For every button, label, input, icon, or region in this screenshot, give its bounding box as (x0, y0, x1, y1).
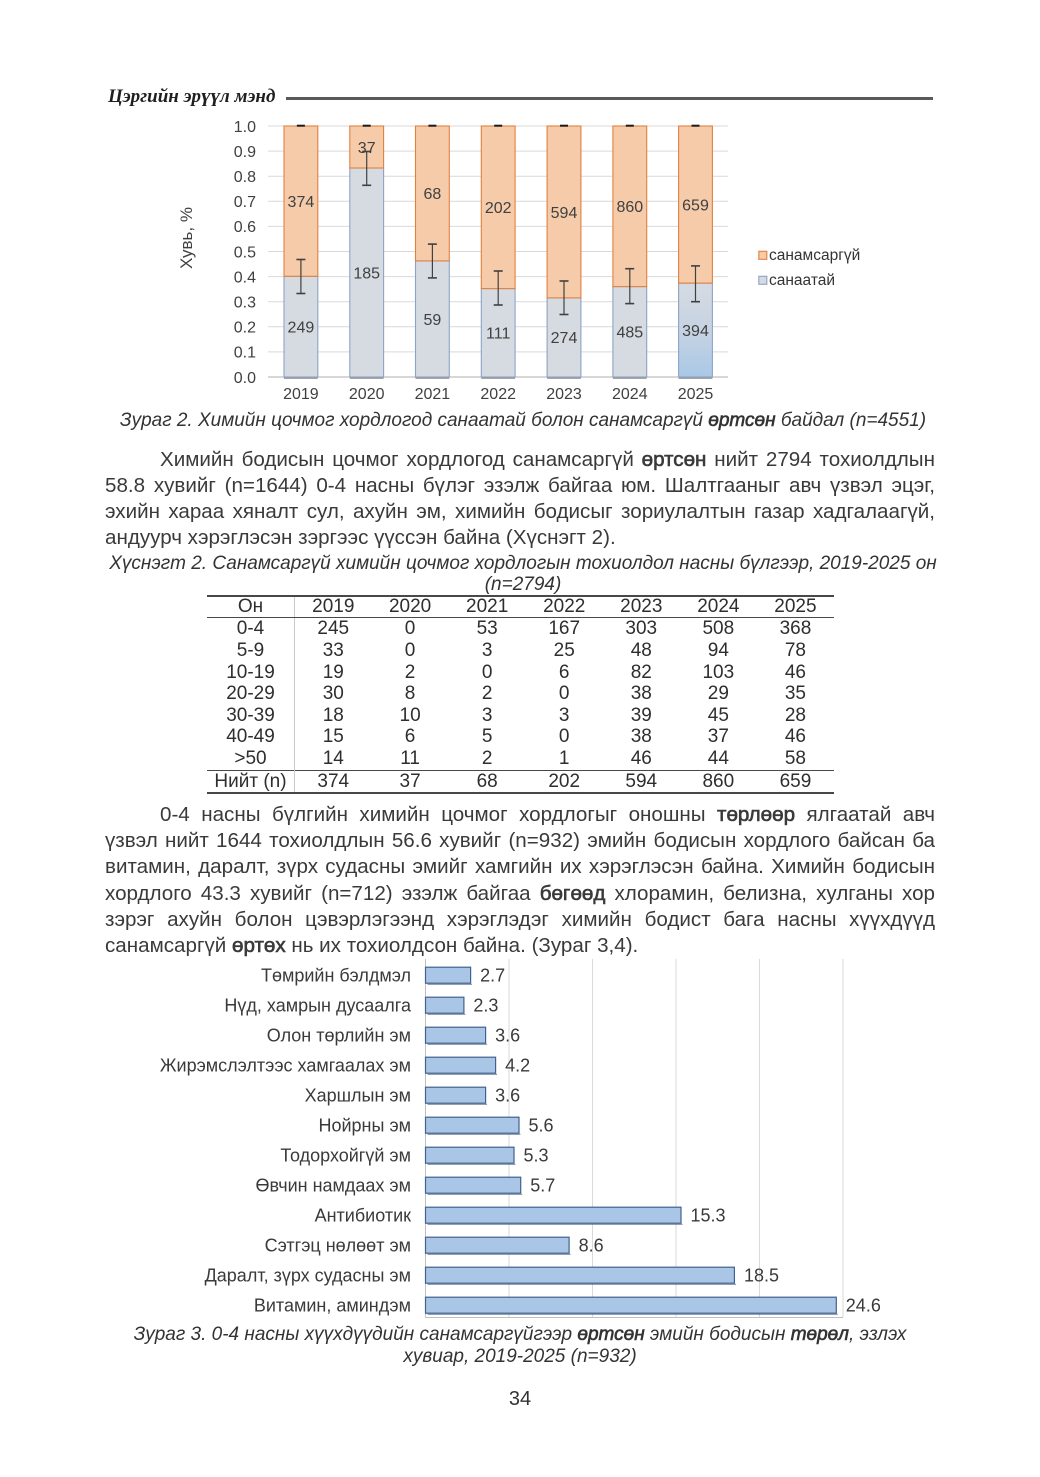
svg-text:2025: 2025 (678, 386, 714, 403)
svg-text:394: 394 (682, 323, 709, 340)
svg-text:185: 185 (353, 265, 380, 282)
svg-text:Антибиотик: Антибиотик (315, 1205, 412, 1225)
svg-text:0.7: 0.7 (234, 194, 256, 211)
svg-text:Харшлын эм: Харшлын эм (305, 1085, 411, 1105)
svg-text:18.5: 18.5 (744, 1265, 779, 1285)
svg-text:2020: 2020 (349, 386, 385, 403)
svg-text:2024: 2024 (612, 386, 648, 403)
svg-text:0.5: 0.5 (234, 244, 256, 261)
svg-text:0.4: 0.4 (234, 269, 256, 286)
svg-text:59: 59 (424, 312, 442, 329)
svg-text:3.6: 3.6 (495, 1025, 520, 1045)
svg-text:Төмрийн бэлдмэл: Төмрийн бэлдмэл (261, 965, 411, 985)
svg-text:0.0: 0.0 (234, 370, 256, 387)
svg-text:Өвчин намдаах эм: Өвчин намдаах эм (255, 1175, 411, 1195)
svg-text:4.2: 4.2 (505, 1055, 530, 1075)
svg-text:2.3: 2.3 (473, 995, 498, 1015)
svg-text:санаатай: санаатай (769, 272, 835, 289)
svg-text:Жирэмслэлтээс хамгаалах эм: Жирэмслэлтээс хамгаалах эм (160, 1055, 411, 1075)
svg-text:37: 37 (358, 140, 376, 157)
svg-text:Витамин, аминдэм: Витамин, аминдэм (254, 1295, 411, 1315)
svg-text:594: 594 (551, 205, 578, 222)
svg-text:2023: 2023 (546, 386, 582, 403)
svg-text:0.1: 0.1 (234, 345, 256, 362)
svg-text:485: 485 (616, 325, 643, 342)
svg-text:Даралт, зүрх судасны эм: Даралт, зүрх судасны эм (205, 1265, 411, 1285)
svg-text:Сэтгэц нөлөөт эм: Сэтгэц нөлөөт эм (265, 1235, 411, 1255)
svg-text:202: 202 (485, 200, 512, 217)
svg-text:0.8: 0.8 (234, 169, 256, 186)
svg-text:Тодорхойгүй эм: Тодорхойгүй эм (280, 1145, 411, 1165)
svg-text:3.6: 3.6 (495, 1085, 520, 1105)
svg-text:68: 68 (424, 186, 442, 203)
svg-text:111: 111 (486, 326, 510, 343)
svg-text:Нойрны эм: Нойрны эм (318, 1115, 411, 1135)
svg-text:659: 659 (682, 197, 709, 214)
svg-text:2.7: 2.7 (480, 965, 505, 985)
svg-text:5.7: 5.7 (530, 1175, 555, 1195)
svg-text:Хувь, %: Хувь, % (177, 207, 196, 269)
svg-text:860: 860 (616, 199, 643, 216)
svg-text:1.0: 1.0 (234, 119, 256, 136)
svg-text:Олон төрлийн эм: Олон төрлийн эм (267, 1025, 411, 1045)
svg-text:8.6: 8.6 (579, 1235, 604, 1255)
svg-text:5.6: 5.6 (529, 1115, 554, 1135)
svg-text:Нүд, хамрын дусаалга: Нүд, хамрын дусаалга (224, 995, 412, 1015)
svg-text:2022: 2022 (480, 386, 516, 403)
svg-text:0.6: 0.6 (234, 219, 256, 236)
svg-text:374: 374 (288, 194, 315, 211)
svg-text:0.9: 0.9 (234, 144, 256, 161)
svg-text:санамсаргүй: санамсаргүй (769, 247, 860, 264)
svg-text:2019: 2019 (283, 386, 319, 403)
svg-text:5.3: 5.3 (524, 1145, 549, 1165)
svg-text:0.3: 0.3 (234, 295, 256, 312)
svg-text:274: 274 (551, 330, 578, 347)
svg-text:0.2: 0.2 (234, 320, 256, 337)
svg-text:15.3: 15.3 (691, 1205, 726, 1225)
svg-text:2021: 2021 (415, 386, 451, 403)
svg-text:249: 249 (288, 319, 315, 336)
svg-text:24.6: 24.6 (846, 1295, 881, 1315)
